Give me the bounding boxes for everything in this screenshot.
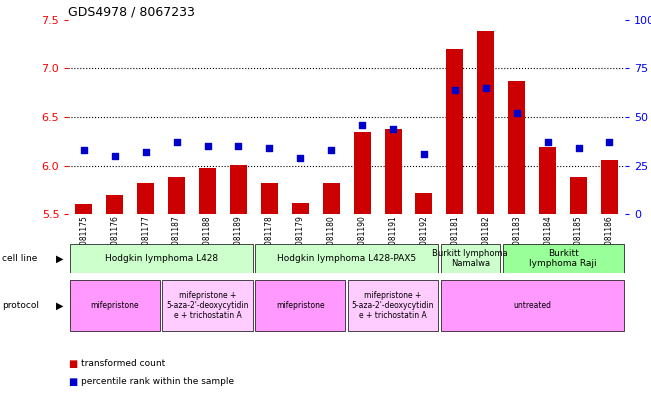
Point bbox=[326, 147, 337, 153]
Point bbox=[109, 153, 120, 159]
Point bbox=[574, 145, 584, 151]
Bar bbox=[323, 183, 340, 214]
Text: ▶: ▶ bbox=[55, 301, 63, 310]
Point bbox=[357, 121, 367, 128]
Bar bbox=[353, 132, 370, 214]
Bar bbox=[601, 160, 618, 214]
Bar bbox=[441, 244, 500, 273]
Bar bbox=[255, 280, 346, 331]
Point bbox=[202, 143, 213, 149]
Text: Burkitt
lymphoma Raji: Burkitt lymphoma Raji bbox=[529, 249, 597, 268]
Text: protocol: protocol bbox=[2, 301, 39, 310]
Text: Hodgkin lymphoma L428-PAX5: Hodgkin lymphoma L428-PAX5 bbox=[277, 254, 416, 263]
Bar bbox=[76, 204, 92, 214]
Point bbox=[450, 86, 460, 93]
Text: Hodgkin lymphoma L428: Hodgkin lymphoma L428 bbox=[105, 254, 217, 263]
Point bbox=[171, 139, 182, 145]
Bar bbox=[570, 177, 587, 214]
Bar bbox=[385, 129, 402, 214]
Point bbox=[604, 139, 615, 145]
Text: transformed count: transformed count bbox=[81, 359, 165, 368]
Bar bbox=[261, 183, 278, 214]
Bar bbox=[162, 280, 253, 331]
Bar bbox=[70, 244, 253, 273]
Point bbox=[419, 151, 429, 157]
Text: GDS4978 / 8067233: GDS4978 / 8067233 bbox=[68, 6, 195, 18]
Bar bbox=[503, 244, 624, 273]
Point bbox=[542, 139, 553, 145]
Bar bbox=[199, 169, 216, 214]
Text: untreated: untreated bbox=[513, 301, 551, 310]
Point bbox=[388, 125, 398, 132]
Text: mifepristone +
5-aza-2'-deoxycytidin
e + trichostatin A: mifepristone + 5-aza-2'-deoxycytidin e +… bbox=[166, 291, 249, 320]
Bar bbox=[106, 195, 123, 214]
Point bbox=[295, 154, 305, 161]
Point bbox=[141, 149, 151, 155]
Bar bbox=[348, 280, 438, 331]
Bar bbox=[477, 31, 494, 214]
Bar bbox=[230, 165, 247, 214]
Text: ■: ■ bbox=[68, 377, 77, 387]
Bar bbox=[255, 244, 438, 273]
Bar bbox=[441, 280, 624, 331]
Text: mifepristone +
5-aza-2'-deoxycytidin
e + trichostatin A: mifepristone + 5-aza-2'-deoxycytidin e +… bbox=[352, 291, 434, 320]
Text: mifepristone: mifepristone bbox=[276, 301, 325, 310]
Bar bbox=[539, 147, 556, 214]
Text: mifepristone: mifepristone bbox=[90, 301, 139, 310]
Bar bbox=[447, 49, 464, 214]
Text: cell line: cell line bbox=[2, 254, 37, 263]
Text: Burkitt lymphoma
Namalwa: Burkitt lymphoma Namalwa bbox=[432, 249, 508, 268]
Point bbox=[480, 84, 491, 91]
Text: percentile rank within the sample: percentile rank within the sample bbox=[81, 378, 234, 386]
Bar bbox=[415, 193, 432, 214]
Point bbox=[264, 145, 275, 151]
Point bbox=[79, 147, 89, 153]
Bar bbox=[70, 280, 160, 331]
Point bbox=[233, 143, 243, 149]
Text: ▶: ▶ bbox=[55, 253, 63, 263]
Bar bbox=[508, 81, 525, 214]
Bar bbox=[137, 183, 154, 214]
Bar bbox=[168, 177, 185, 214]
Point bbox=[512, 110, 522, 116]
Text: ■: ■ bbox=[68, 358, 77, 369]
Bar bbox=[292, 204, 309, 214]
